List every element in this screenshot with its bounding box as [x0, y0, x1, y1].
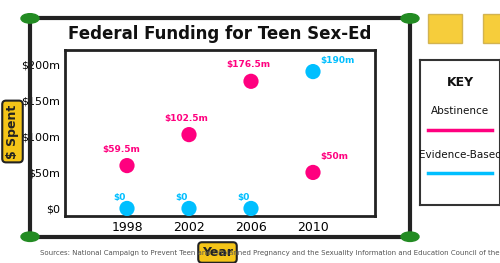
Text: $0: $0 [237, 193, 250, 202]
Point [309, 69, 317, 74]
Text: $59.5m: $59.5m [102, 145, 140, 154]
Text: KEY: KEY [446, 76, 473, 89]
Point [185, 206, 193, 211]
Text: $0: $0 [175, 193, 188, 202]
Text: Evidence-Based: Evidence-Based [418, 149, 500, 160]
Text: $50m: $50m [320, 151, 348, 160]
Point [185, 133, 193, 137]
Point [247, 79, 255, 83]
Text: $ Spent: $ Spent [6, 104, 19, 159]
Text: Sources: National Campaign to Prevent Teen and Unplanned Pregnancy and the Sexua: Sources: National Campaign to Prevent Te… [40, 250, 500, 256]
Point [309, 170, 317, 175]
Point [247, 206, 255, 211]
Point [123, 164, 131, 168]
Text: Year: Year [202, 246, 233, 259]
Text: $102.5m: $102.5m [164, 114, 208, 123]
Point [123, 206, 131, 211]
Text: Abstinence: Abstinence [431, 106, 489, 116]
Text: $0: $0 [113, 193, 126, 202]
Text: $176.5m: $176.5m [226, 60, 270, 69]
Title: Federal Funding for Teen Sex-Ed: Federal Funding for Teen Sex-Ed [68, 25, 372, 43]
Text: $190m: $190m [320, 56, 354, 65]
